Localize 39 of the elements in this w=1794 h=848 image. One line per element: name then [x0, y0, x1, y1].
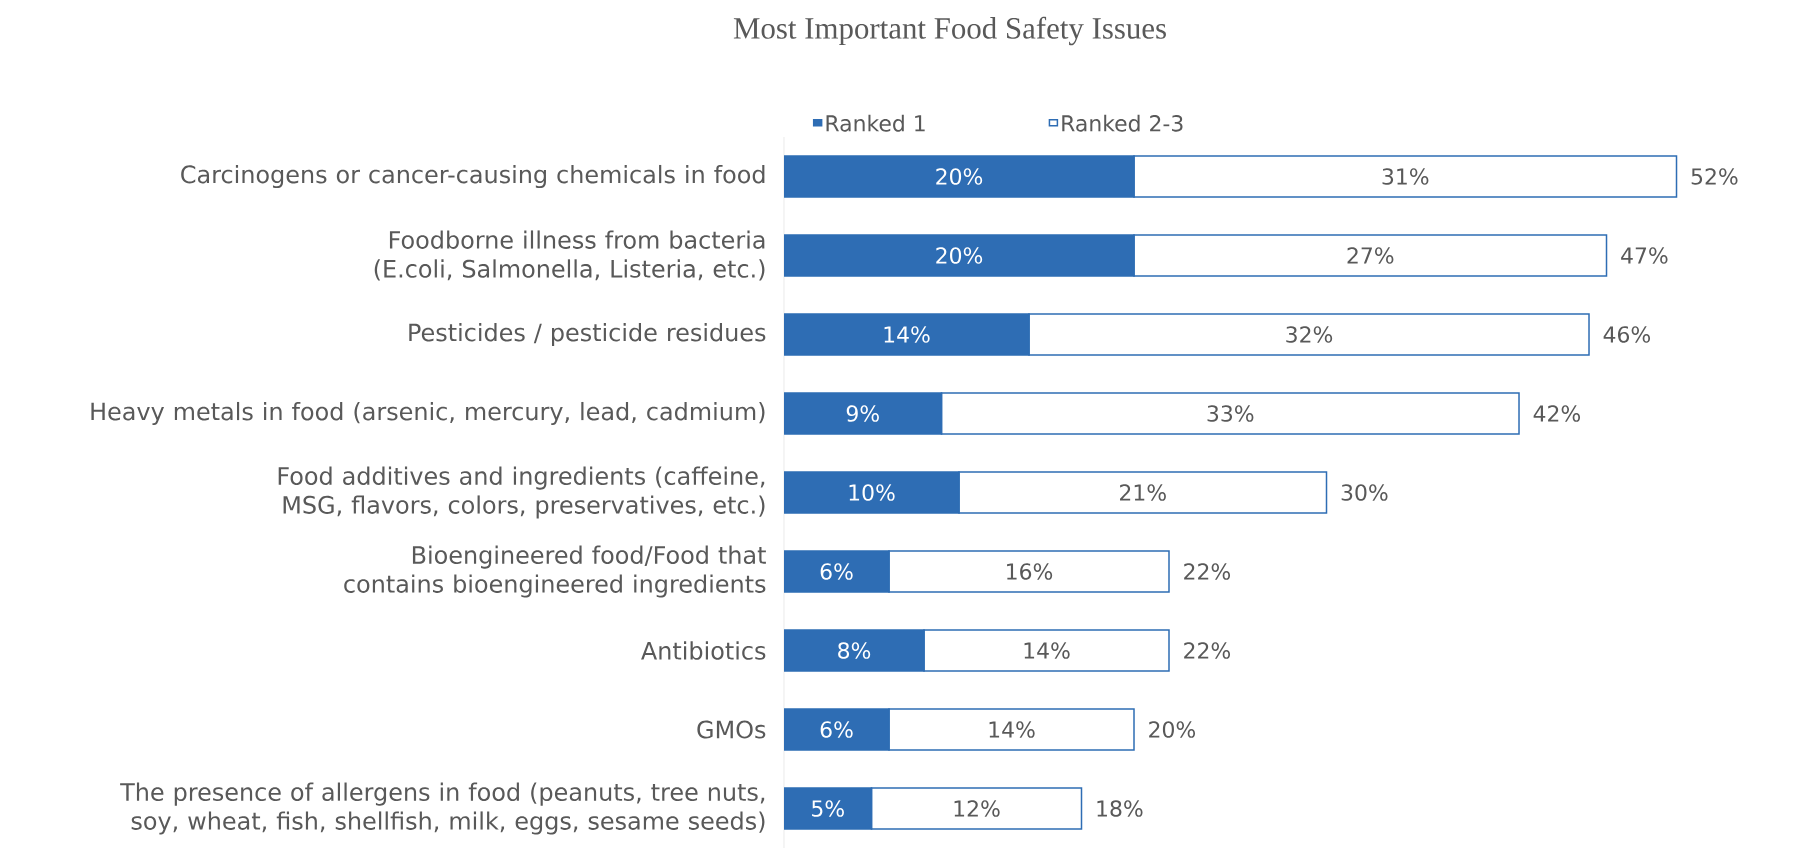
total-label: 30% — [1341, 484, 1388, 501]
data-label: 16% — [1007, 563, 1053, 580]
data-label: 20% — [936, 168, 983, 185]
data-label: 12% — [954, 800, 1000, 817]
y-tick-label: Bioengineered food/Food that contains bioengineered ingredients — [344, 545, 766, 598]
data-label: 6% — [820, 721, 853, 738]
total-label: 22% — [1184, 642, 1231, 659]
y-tick-label: Antibiotics — [641, 641, 766, 660]
data-label: 20% — [936, 247, 983, 264]
y-tick-label: Heavy metals in food (arsenic, mercury, lead, cadmium) — [91, 401, 765, 426]
data-label: 33% — [1207, 405, 1254, 422]
y-tick-label: Food additives and ingredients (caffeine, MSG, flavors, colors, preservatives, etc.) — [278, 466, 765, 519]
y-tick-label: Carcinogens or cancer-causing chemicals in food — [181, 164, 765, 189]
legend-label: Ranked 1 — [826, 114, 925, 132]
data-label: 8% — [838, 642, 871, 659]
legend-label: Ranked 2-3 — [1062, 114, 1183, 132]
y-tick-label: GMOs — [697, 720, 766, 739]
total-label: 22% — [1184, 563, 1231, 580]
data-label: 21% — [1120, 484, 1166, 501]
data-label: 9% — [846, 405, 879, 422]
data-label: 27% — [1347, 247, 1394, 264]
total-label: 52% — [1691, 168, 1738, 185]
data-label: 14% — [884, 326, 930, 343]
total-label: 20% — [1149, 721, 1196, 738]
chart-title: Most Important Food Safety Issues — [733, 16, 1166, 46]
total-label: 47% — [1621, 247, 1668, 264]
data-label: 10% — [849, 484, 895, 501]
data-label: 5% — [812, 800, 844, 817]
y-tick-label: Pesticides / pesticide residues — [409, 322, 766, 347]
y-tick-label: The presence of allergens in food (peanuts, tree nuts, soy, wheat, fish, shellfish, milk, eggs, sesame seeds) — [120, 782, 765, 835]
total-label: 42% — [1533, 405, 1581, 422]
data-label: 32% — [1286, 326, 1333, 343]
y-tick-label: Foodborne illness from bacteria (E.coli, Salmonella, Listeria, etc.) — [374, 230, 765, 281]
data-label: 14% — [989, 721, 1035, 738]
data-label: 6% — [820, 563, 853, 580]
total-label: 18% — [1097, 800, 1143, 817]
data-label: 14% — [1024, 642, 1070, 659]
data-label: 31% — [1382, 168, 1429, 185]
total-label: 46% — [1603, 326, 1651, 343]
